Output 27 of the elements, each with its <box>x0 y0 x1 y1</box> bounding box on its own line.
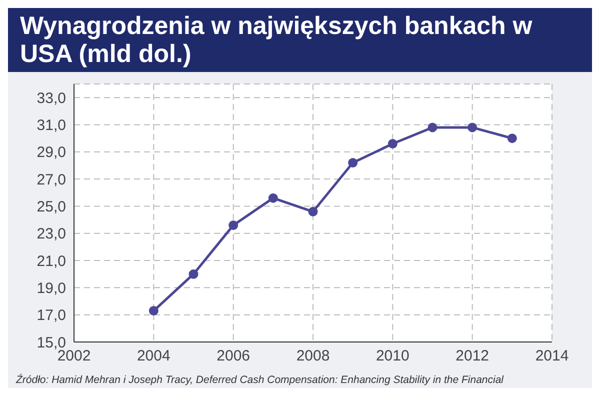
point <box>388 138 398 148</box>
point <box>428 122 438 132</box>
x-tick-label: 2006 <box>216 348 250 365</box>
point <box>148 306 158 316</box>
point <box>188 269 198 279</box>
point <box>348 158 358 168</box>
y-tick-label: 25,0 <box>36 198 66 216</box>
x-tick-label: 2008 <box>296 348 330 365</box>
x-tick-label: 2012 <box>456 348 490 365</box>
y-tick-label: 27,0 <box>36 171 66 188</box>
x-tick-label: 2014 <box>535 348 569 365</box>
x-tick-label: 2010 <box>376 348 410 365</box>
y-tick-label: 31,0 <box>36 117 66 134</box>
y-tick-label: 17,0 <box>36 307 66 324</box>
y-tick-label: 23,0 <box>36 226 66 243</box>
text: Źródło: Hamid Mehran i Joseph Tracy, Deferred Cash Compensation: Enhancing Stability in the Financial <box>14 372 505 388</box>
y-tick-label: 29,0 <box>36 144 66 162</box>
point <box>228 220 238 230</box>
y-tick-label: 21,0 <box>36 252 66 270</box>
point <box>507 134 517 144</box>
y-tick-label: 33,0 <box>36 90 66 107</box>
x-tick-label: 2004 <box>136 348 170 365</box>
point <box>268 193 278 203</box>
y-tick-label: 19,0 <box>36 280 66 298</box>
point <box>308 206 318 216</box>
point <box>468 122 478 132</box>
chart-title: Wynagrodzenia w największych bankach w USA (mld dol.) <box>8 8 592 72</box>
